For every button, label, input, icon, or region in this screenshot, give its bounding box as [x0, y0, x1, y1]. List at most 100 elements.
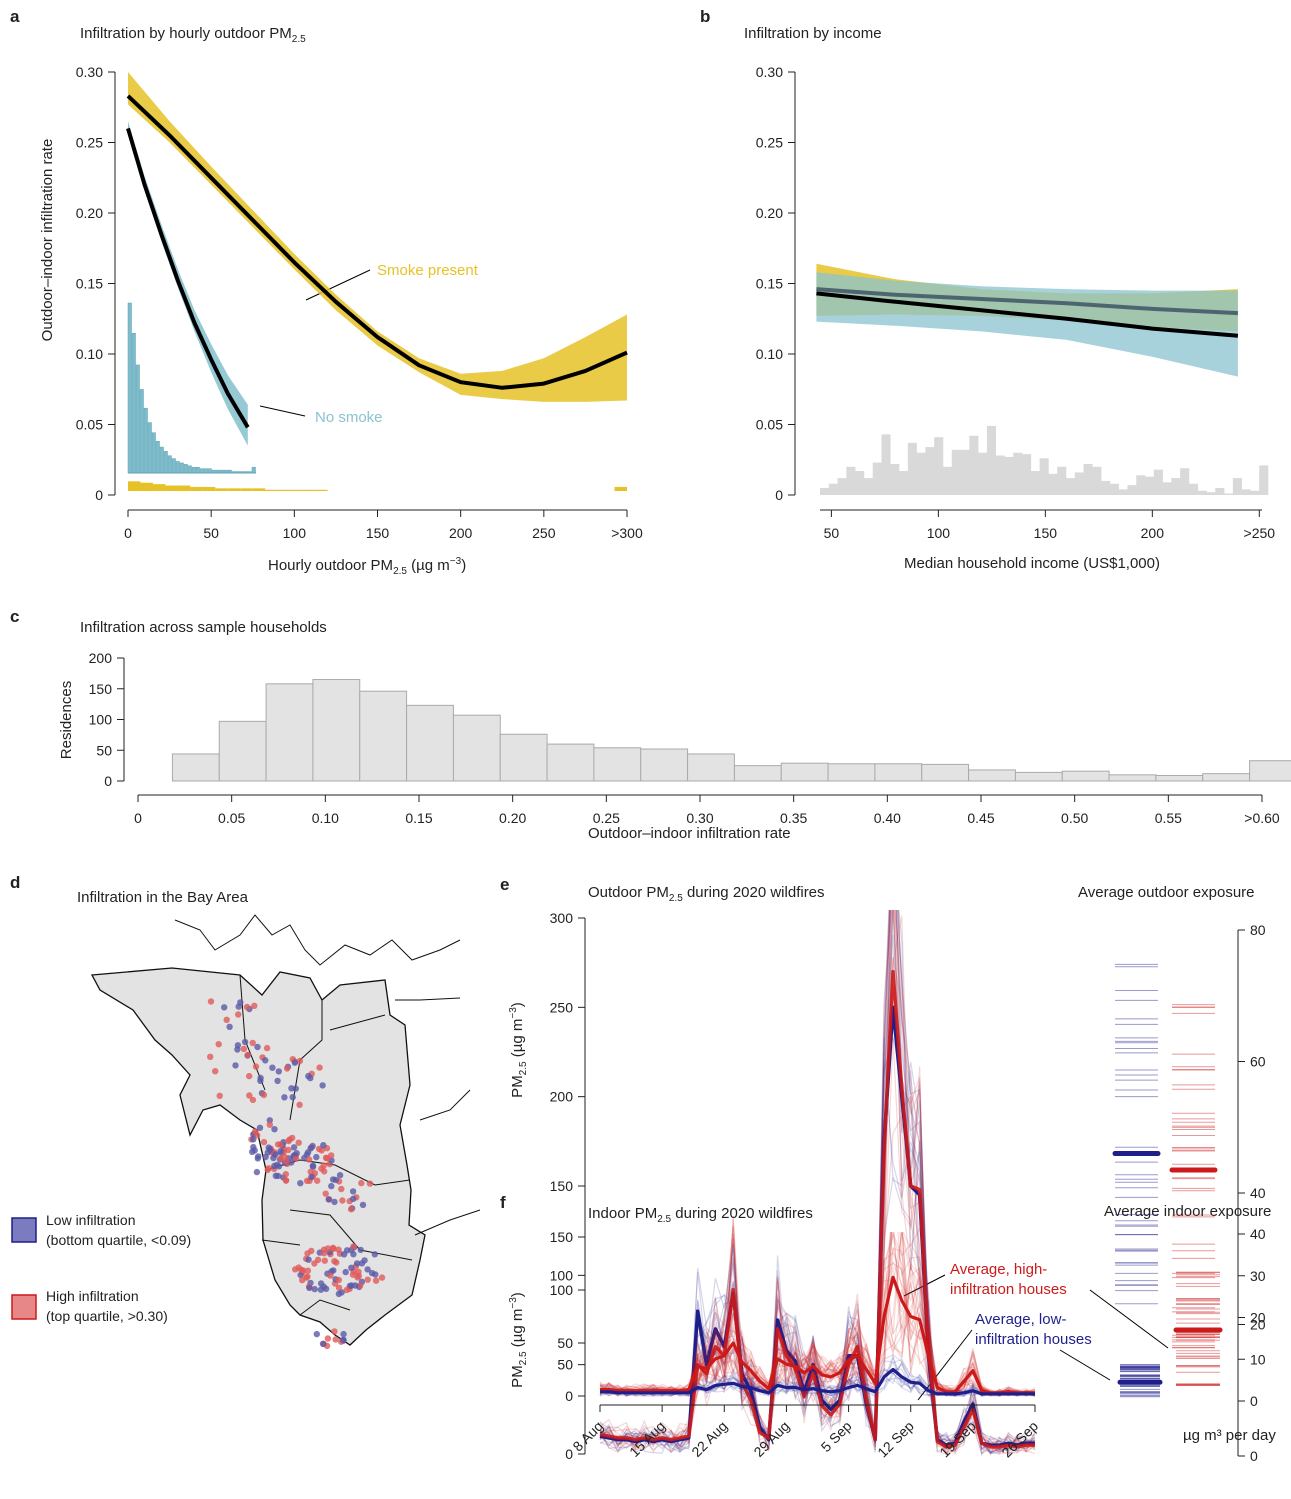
hist-bar-income [1180, 468, 1190, 495]
panel-e-y-tick-label: 50 [557, 1357, 573, 1373]
panel-c-x-tick-label: 0.10 [312, 810, 339, 826]
panel-c-x-tick-label: 0.45 [967, 810, 994, 826]
legend-low-sub: (bottom quartile, <0.09) [46, 1232, 191, 1248]
hist-bar-no-smoke [195, 466, 200, 474]
panel-c-y-tick-label: 50 [96, 742, 112, 758]
panel-f-x-tick-label: 22 Aug [688, 1418, 730, 1460]
hist-bar-income [1118, 489, 1128, 495]
map-point-high [282, 1177, 290, 1184]
map-point-low [335, 1290, 343, 1298]
panel-c-x-tick-label: 0.35 [780, 810, 807, 826]
hist-bar-smoke [177, 485, 191, 491]
panel-f-ylabel: PM2.5 (µg m−3) [508, 1292, 529, 1388]
map-point-low [325, 1196, 332, 1203]
map-point-high [355, 1268, 362, 1276]
hist-bar-smoke [252, 488, 266, 491]
hist-bar-income [881, 434, 891, 495]
trace-indoor-house [599, 1267, 1036, 1397]
hist-bar-smoke [614, 486, 627, 491]
map-point-high [324, 1335, 332, 1342]
hist-bar-income [855, 471, 865, 495]
map-point-low [313, 1153, 320, 1161]
hist-bar-no-smoke [139, 389, 144, 474]
legend-low-swatch [11, 1217, 37, 1243]
map-point-high [246, 1072, 253, 1080]
hist-bar-income [1241, 489, 1251, 495]
map-point-high [321, 1257, 328, 1264]
map-point-high [282, 1171, 289, 1178]
panel-b-title: Infiltration by income [744, 25, 882, 42]
panel-c-x-tick-label: >0.60 [1244, 810, 1280, 826]
panel-a-y-tick-label: 0.05 [76, 417, 103, 433]
map-point-high [264, 1166, 271, 1174]
map-point-low [307, 1145, 314, 1152]
hist-bar-residences [218, 720, 267, 782]
map-point-high [285, 1146, 292, 1154]
hist-bar-income [1065, 478, 1076, 495]
map-point-high [260, 1138, 268, 1146]
map-point-low [234, 1042, 242, 1049]
map-point-low [357, 1246, 364, 1254]
map-point-high [296, 1057, 304, 1065]
panel-e-title: Outdoor PM2.5 during 2020 wildfires [588, 884, 825, 904]
panel-c-y-tick-label: 150 [89, 681, 113, 697]
state-borders [174, 914, 481, 1236]
hist-bar-smoke [202, 486, 216, 491]
map-point-low [257, 1074, 264, 1082]
map-point-high [331, 1328, 338, 1335]
map-point-low [319, 1340, 327, 1348]
label-high-infiltration-1: Average, high- [950, 1261, 1047, 1278]
hist-bar-smoke [290, 489, 303, 491]
map-point-high [332, 1336, 339, 1343]
panel-c-title: Infiltration across sample households [80, 619, 327, 636]
panel-f-side-unit: µg m³ per day [1183, 1427, 1276, 1444]
series-line-indoor-low [600, 1367, 1035, 1396]
trace-outdoor-house [599, 934, 1036, 1451]
panel-e-side-y-tick-label: 20 [1250, 1317, 1266, 1333]
hist-bar-income [925, 447, 935, 495]
map-point-low [289, 1094, 296, 1101]
bay-area-map [90, 914, 481, 1350]
hist-bar-income [934, 437, 944, 495]
panel-e-y-tick-label: 250 [550, 999, 574, 1015]
map-point-high [311, 1260, 318, 1267]
hist-bar-smoke [190, 486, 203, 491]
hist-bar-income [960, 449, 970, 495]
trace-indoor-house [599, 1265, 1036, 1396]
map-point-high [335, 1284, 343, 1291]
trace-indoor-house [599, 1266, 1036, 1396]
map-point-high [249, 1096, 257, 1104]
map-point-low [293, 1150, 300, 1157]
map-point-high [357, 1282, 364, 1289]
map-point-low [274, 1172, 282, 1180]
panel-f-y-tick-label: 50 [557, 1335, 573, 1351]
panel-b-y-tick-label: 0.10 [756, 346, 783, 362]
hist-bar-income [1145, 476, 1155, 495]
map-point-high [331, 1258, 338, 1265]
hist-bar-residences [546, 743, 595, 782]
hist-bar-residences [733, 765, 782, 782]
panel-a-y-tick-label: 0.20 [76, 205, 103, 221]
hist-bar-no-smoke [175, 461, 180, 474]
panel-f-side-y-tick-label: 0 [1250, 1393, 1258, 1409]
hist-bar-residences [1061, 770, 1110, 782]
hist-bar-smoke [302, 489, 316, 491]
panel-f-y-tick-label: 150 [550, 1229, 574, 1245]
hist-bar-income [995, 455, 1005, 495]
panel-a-ylabel: Outdoor–indoor infiltration rate [39, 139, 56, 342]
panel-e-ylabel: PM2.5 (µg m−3) [508, 1002, 529, 1098]
map-point-high [244, 1051, 251, 1059]
panel-b-y-tick-label: 0.30 [756, 64, 783, 80]
hist-bar-residences [1202, 773, 1251, 782]
panel-b-y-tick-label: 0.15 [756, 276, 783, 292]
hist-bar-income [1259, 465, 1269, 495]
map-point-low [269, 1064, 276, 1071]
hist-bar-income [837, 478, 847, 495]
map-point-high [263, 1044, 271, 1052]
trace-indoor-house [599, 1232, 1036, 1396]
hist-bar-smoke [165, 485, 178, 491]
map-point-high [318, 1147, 325, 1154]
hist-bar-income [872, 462, 882, 495]
map-point-low [271, 1162, 278, 1170]
hist-bar-smoke [215, 488, 228, 491]
